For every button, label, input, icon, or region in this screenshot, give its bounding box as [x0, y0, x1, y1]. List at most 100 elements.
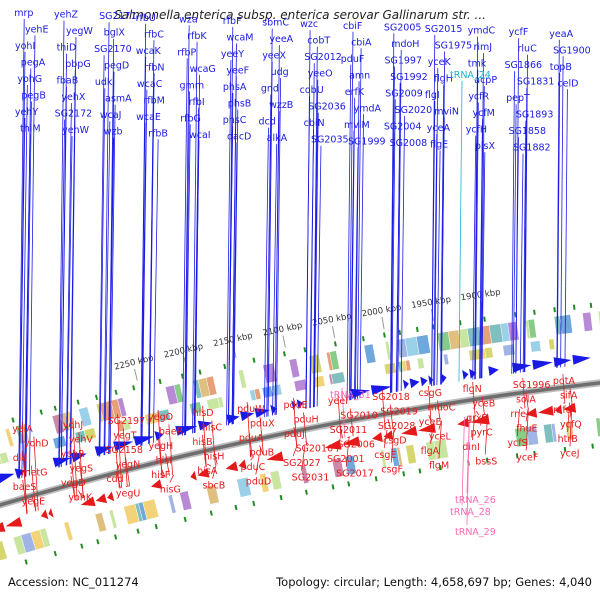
cog-block: [13, 535, 26, 555]
gene-label-pduF: pduF: [341, 54, 365, 65]
label-connector: [336, 438, 341, 453]
label-connector: [78, 490, 83, 499]
label-connector: [353, 147, 359, 400]
cog-block: [294, 379, 307, 392]
label-connector: [18, 117, 26, 479]
reverse-gene-arrow: [80, 496, 96, 507]
gene-label-fbaB: fbaB: [57, 76, 79, 87]
gene-label-yceJ: yceJ: [560, 449, 580, 460]
gene-label-yohG: yohG: [17, 74, 42, 85]
cog-block: [380, 450, 387, 469]
cog-block: [448, 330, 461, 350]
marker-dash: [347, 481, 351, 487]
gene-label-cobU: cobU: [300, 85, 324, 96]
marker-dash: [76, 399, 80, 405]
gene-label-ycfF: ycfF: [509, 27, 529, 38]
marker-dash: [183, 516, 187, 523]
cog-block: [198, 377, 210, 398]
gene-label-ycfS: ycfS: [507, 438, 527, 449]
cog-block: [0, 458, 2, 465]
forward-gene-arrow: [113, 441, 134, 452]
label-connector: [18, 18, 25, 479]
gene-label-hisH: hisH: [204, 452, 225, 463]
marker-dash: [514, 312, 517, 318]
gene-label-yceL: yceL: [429, 432, 452, 443]
cog-block: [525, 320, 530, 339]
cog-block: [109, 509, 117, 529]
backbone-arc: [0, 381, 600, 507]
gene-label-SG1992: SG1992: [390, 72, 428, 83]
gene-label-SG2197: SG2197: [108, 416, 146, 427]
marker-dash: [80, 543, 84, 549]
gene-label-asmA: asmA: [105, 94, 132, 105]
gene-label-metG: metG: [21, 468, 47, 479]
label-connector: [474, 69, 479, 380]
label-connector: [313, 79, 319, 408]
cog-block: [117, 397, 127, 417]
cog-block: [262, 386, 273, 398]
cog-block: [396, 447, 403, 466]
label-connector: [484, 413, 489, 455]
reverse-gene-arrow: [401, 426, 418, 436]
forward-gene-arrow: [197, 420, 213, 431]
gene-label-amn: amn: [349, 70, 370, 81]
label-connector: [316, 145, 322, 407]
trna-connector: [341, 387, 346, 438]
label-connector: [212, 464, 217, 479]
marker-dash: [198, 369, 202, 375]
gene-label-pegA: pegA: [21, 58, 46, 69]
gene-label-wzc: wzc: [300, 19, 318, 30]
cog-block: [582, 312, 593, 332]
gene-label-SG1900: SG1900: [553, 45, 591, 56]
label-connector: [248, 430, 253, 457]
cog-block: [515, 427, 529, 447]
label-connector: [395, 148, 401, 392]
forward-gene-arrow: [240, 411, 255, 422]
cog-block: [484, 347, 493, 359]
cog-block: [405, 360, 411, 371]
label-connector: [232, 142, 238, 425]
label-connector: [479, 119, 483, 379]
gene-label-mdoH: mdoH: [391, 39, 419, 50]
label-connector: [31, 494, 37, 512]
label-connector: [169, 474, 175, 483]
gene-label-alkA: alkA: [267, 133, 288, 144]
cog-block: [364, 344, 376, 364]
marker-dash: [11, 417, 15, 423]
cog-block: [39, 528, 51, 548]
gene-label-ycfQ: ycfQ: [560, 420, 582, 431]
gene-label-yegH: yegH: [149, 441, 174, 452]
label-connector: [255, 455, 260, 475]
cog-block: [596, 418, 600, 437]
gene-label-SG2009: SG2009: [385, 88, 423, 99]
gene-label-yehY: yehY: [15, 107, 38, 118]
cog-block: [259, 473, 269, 493]
label-connector: [109, 104, 116, 454]
forward-gene-arrow: [409, 378, 420, 389]
label-connector: [516, 409, 520, 437]
marker-dash: [418, 468, 422, 474]
label-connector: [564, 89, 568, 367]
label-connector: [168, 424, 174, 476]
label-connector: [116, 471, 121, 489]
label-connector: [397, 49, 402, 392]
label-connector: [515, 137, 519, 374]
gene-label-yegD: yegD: [61, 478, 86, 489]
reverse-gene-arrow: [107, 491, 115, 502]
marker-dash: [374, 476, 378, 482]
cog-block: [135, 503, 143, 522]
gene-label-cbiA: cbiA: [351, 37, 372, 48]
label-connector: [108, 137, 115, 455]
marker-dash: [53, 405, 57, 411]
forward-gene-arrow: [488, 366, 499, 376]
gene-label-ycfM: ycfM: [472, 108, 494, 119]
forward-gene-arrow: [420, 376, 428, 387]
gene-label-pduA: pduA: [239, 433, 264, 444]
gene-label-wcaI: wcaI: [189, 130, 211, 141]
gene-label-SG1999: SG1999: [348, 136, 386, 147]
label-connector: [519, 153, 524, 373]
label-connector: [122, 428, 128, 487]
label-connector: [125, 457, 130, 486]
label-connector: [522, 377, 526, 409]
